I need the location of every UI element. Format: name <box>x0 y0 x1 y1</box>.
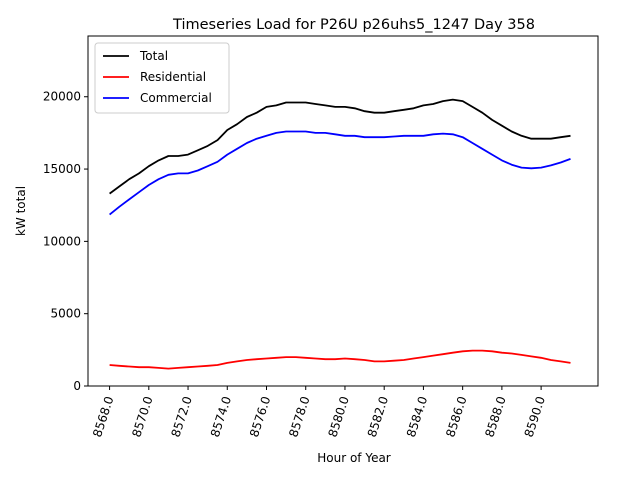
y-tick-label: 5000 <box>50 307 81 321</box>
legend-label-total: Total <box>139 49 168 63</box>
series-line-residential <box>109 349 571 370</box>
series-line-commercial <box>109 130 571 216</box>
series-line-total <box>109 98 571 195</box>
x-axis-label: Hour of Year <box>317 451 391 465</box>
y-axis: 0 5000 10000 15000 20000 <box>43 90 88 393</box>
legend: Total Residential Commercial <box>94 42 230 114</box>
chart-title: Timeseries Load for P26U p26uhs5_1247 Da… <box>172 17 535 33</box>
legend-box <box>94 42 230 114</box>
plot-lines <box>109 98 571 370</box>
plot-frame <box>87 35 599 387</box>
legend-label-commercial: Commercial <box>140 91 212 105</box>
y-axis-label: kW total <box>14 186 28 236</box>
y-tick-label: 10000 <box>43 234 81 248</box>
y-tick-label: 0 <box>73 379 81 393</box>
y-tick-label: 15000 <box>43 162 81 176</box>
legend-label-residential: Residential <box>140 70 206 84</box>
y-tick-label: 20000 <box>43 90 81 104</box>
